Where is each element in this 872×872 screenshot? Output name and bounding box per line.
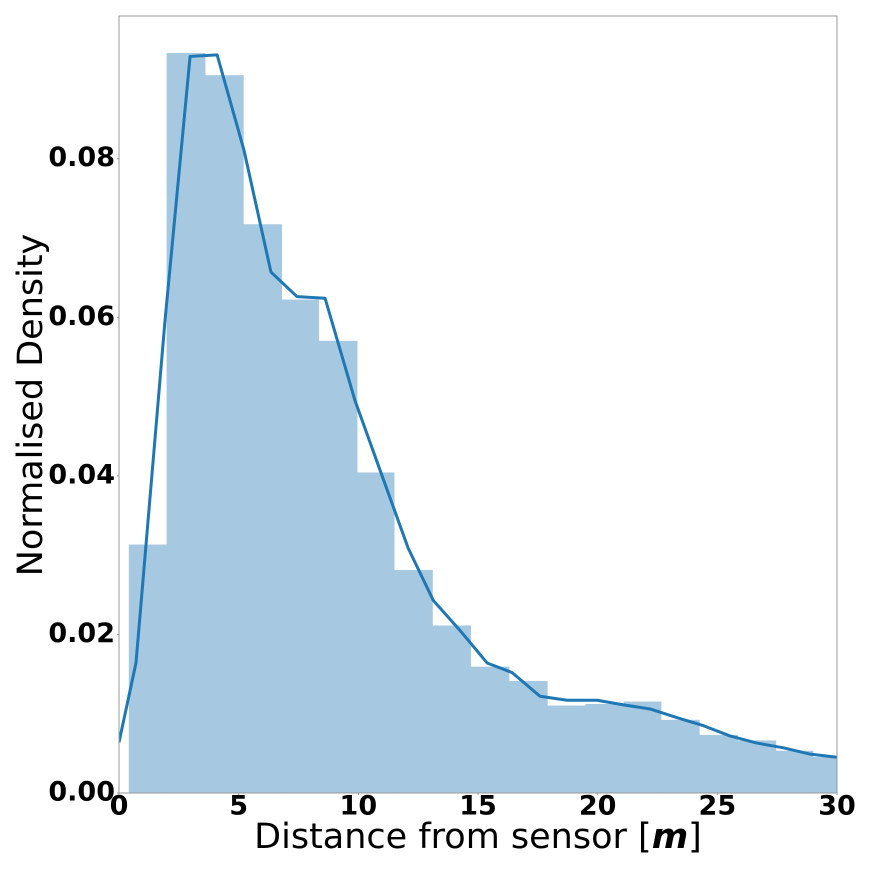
bar xyxy=(470,666,510,793)
bar xyxy=(547,705,586,793)
x-label-part: ] xyxy=(688,817,702,857)
x-tick-label: 5 xyxy=(229,791,248,822)
y-tick-label: 0.08 xyxy=(48,142,115,173)
bars xyxy=(128,53,837,793)
x-tick-label: 10 xyxy=(340,791,378,822)
x-label-unit: m xyxy=(652,817,688,857)
x-tick-label: 25 xyxy=(699,791,737,822)
bar xyxy=(432,625,472,793)
y-tick-label: 0.06 xyxy=(48,301,115,332)
bar xyxy=(737,740,777,793)
bar xyxy=(318,340,358,793)
y-tick-label: 0.00 xyxy=(48,777,115,808)
bar xyxy=(660,719,700,793)
bar xyxy=(623,701,662,793)
bar xyxy=(281,299,320,793)
x-label-part: Distance from sensor [ xyxy=(254,817,652,857)
y-tick-label: 0.02 xyxy=(48,618,115,649)
x-tick-label: 15 xyxy=(459,791,497,822)
bar xyxy=(166,53,206,793)
kde xyxy=(119,53,837,759)
y-axis-label: Normalised Density xyxy=(11,234,51,577)
x-tick-label: 0 xyxy=(110,791,129,822)
bar xyxy=(585,703,625,793)
x-tick-label: 30 xyxy=(818,791,856,822)
bar xyxy=(204,75,244,793)
bar xyxy=(356,472,395,793)
bar xyxy=(699,734,738,793)
bar xyxy=(393,569,433,793)
x-axis-label: Distance from sensor [m] xyxy=(254,817,702,857)
x-tick-label: 20 xyxy=(579,791,617,822)
bar xyxy=(775,750,814,793)
y-tick-label: 0.04 xyxy=(48,459,115,490)
bar xyxy=(812,757,837,793)
bar xyxy=(508,680,548,793)
bar xyxy=(243,224,282,793)
kde-line xyxy=(119,53,837,759)
